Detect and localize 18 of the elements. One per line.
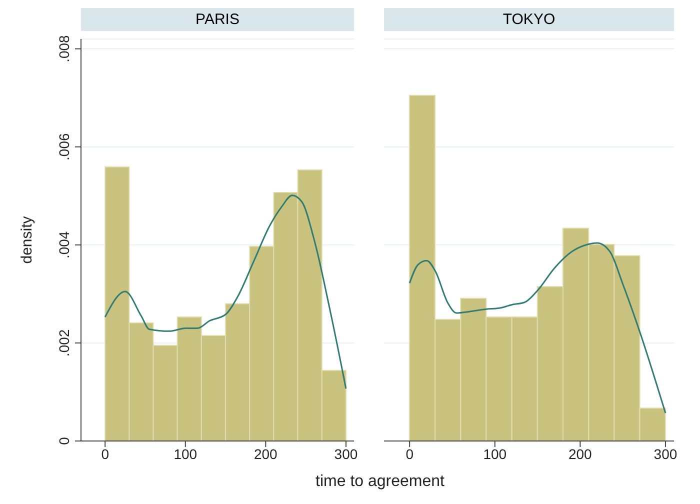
x-tick-label: 200 bbox=[568, 446, 592, 462]
x-tick-label: 0 bbox=[101, 446, 110, 462]
y-tick-label: 0 bbox=[56, 436, 72, 445]
y-tick-label: .006 bbox=[56, 133, 72, 160]
y-axis-title: density bbox=[18, 216, 36, 264]
x-tick-label: 200 bbox=[254, 446, 278, 462]
chart-title: TOKYO bbox=[384, 8, 674, 31]
chart-title: PARIS bbox=[81, 8, 354, 31]
x-tick-label: 100 bbox=[483, 446, 507, 462]
x-axis-title: time to agreement bbox=[314, 473, 446, 491]
x-tick-label: 100 bbox=[174, 446, 198, 462]
line-series bbox=[104, 194, 347, 390]
x-tick-label: 300 bbox=[334, 446, 358, 462]
y-tick-label: .002 bbox=[56, 329, 72, 357]
y-tick-label: .004 bbox=[56, 231, 72, 259]
x-tick-label: 300 bbox=[654, 446, 678, 462]
y-tick-label: .008 bbox=[56, 34, 72, 62]
x-tick-label: 0 bbox=[406, 446, 414, 462]
